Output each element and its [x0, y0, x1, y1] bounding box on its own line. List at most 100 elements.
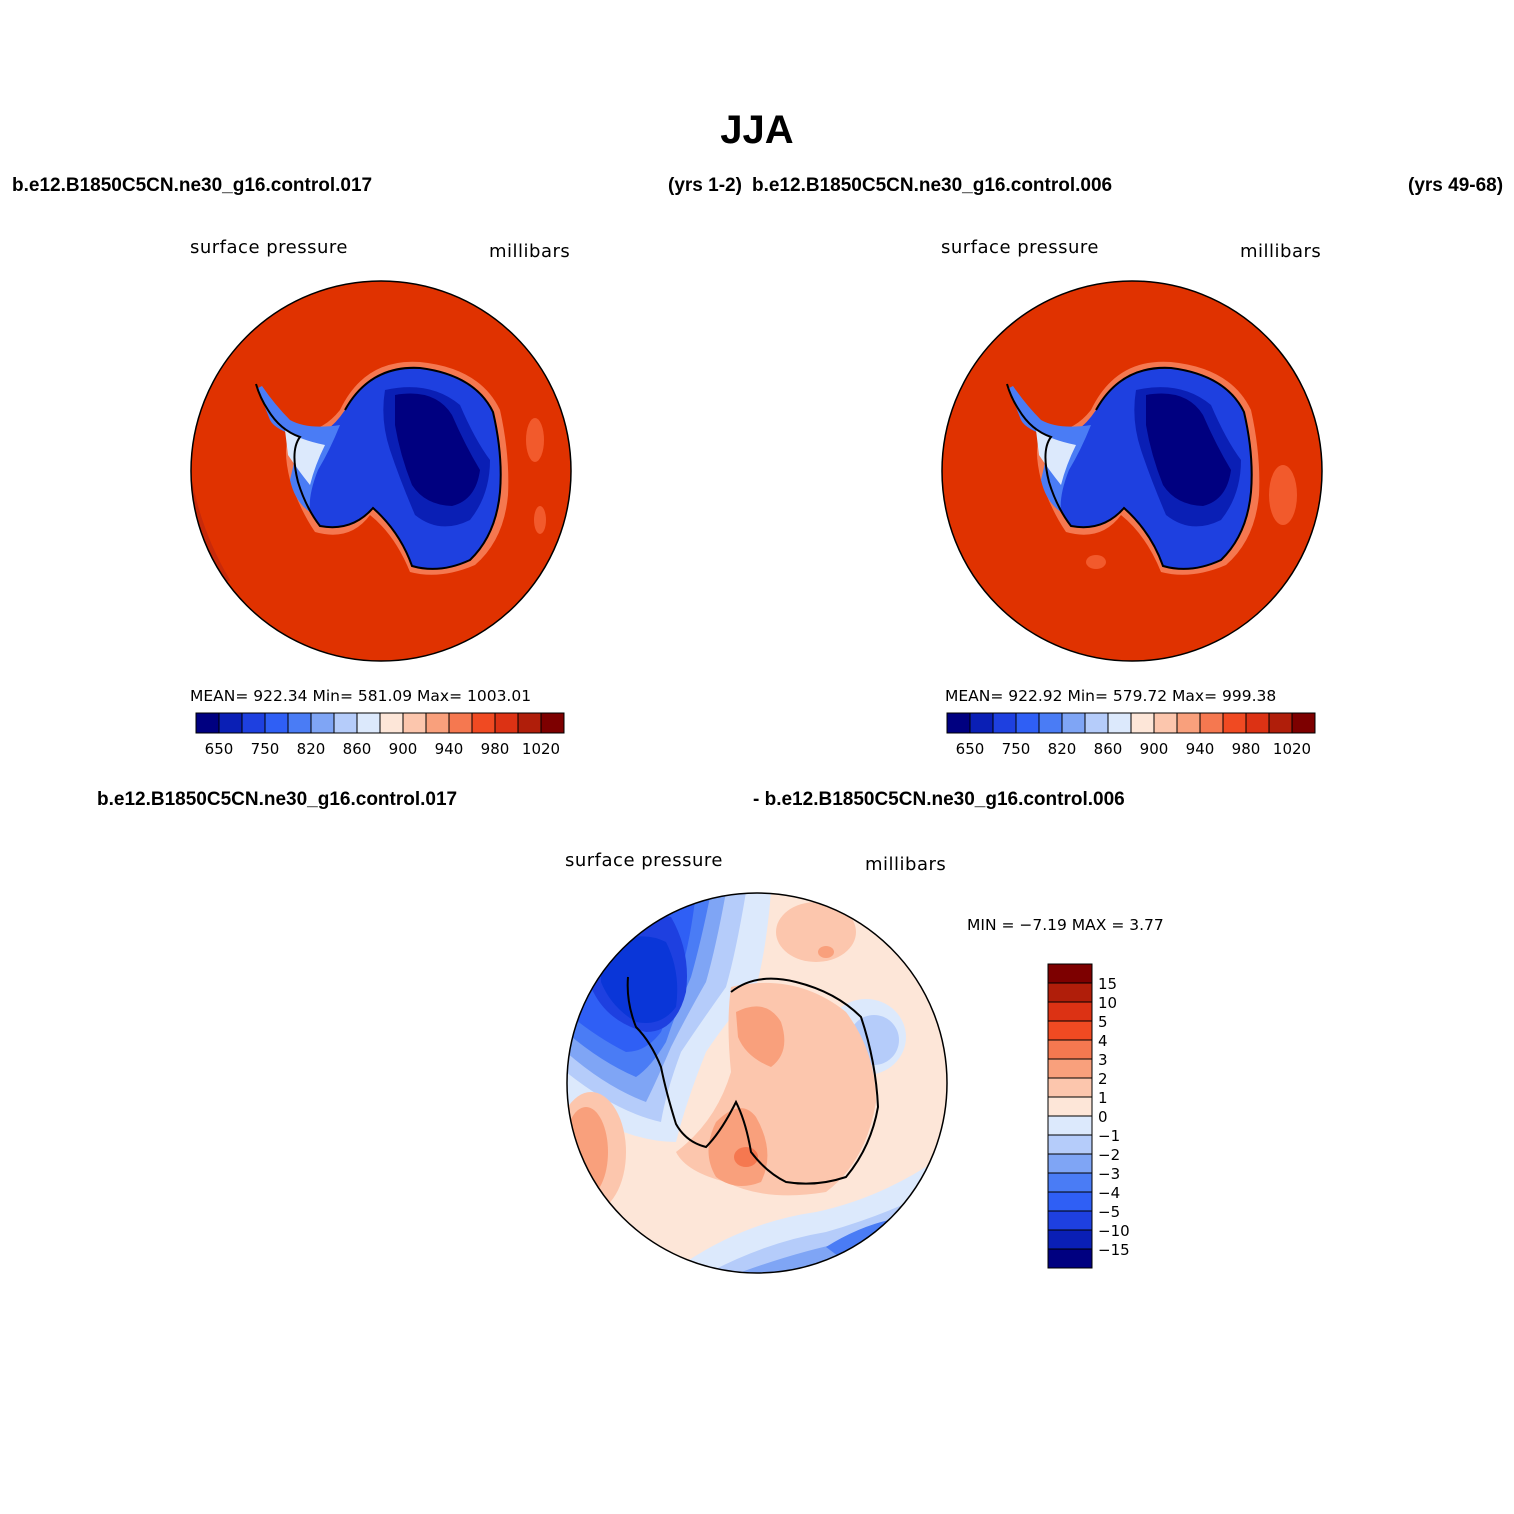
- colorbar-swatch: [1291, 712, 1316, 734]
- colorbar-tick-label: 650: [956, 740, 985, 758]
- colorbar-swatch: [1047, 982, 1093, 1003]
- colorbar-swatch: [1268, 712, 1293, 734]
- colorbar-tick-label: 2: [1098, 1070, 1108, 1088]
- colorbar-tick-label: 820: [1048, 740, 1077, 758]
- case-b-years: (yrs 49-68): [1408, 175, 1504, 196]
- colorbar-swatch: [1047, 1191, 1093, 1212]
- peninsula-light: [285, 430, 325, 485]
- colorbar-tick-label: 860: [343, 740, 372, 758]
- colorbar-swatch: [1047, 1096, 1093, 1117]
- colorbar-tick-label: 1: [1098, 1089, 1108, 1107]
- colorbar-swatch: [1130, 712, 1155, 734]
- panel1-colorbar: 650 750 820 860 900 940 980 1020: [195, 712, 565, 758]
- colorbar-swatch: [1084, 712, 1109, 734]
- colorbar-swatch: [1038, 712, 1063, 734]
- panel3-units: millibars: [865, 854, 947, 875]
- panel1-units: millibars: [489, 241, 571, 262]
- colorbar-swatch: [1047, 1058, 1093, 1079]
- colorbar-tick-label: 820: [297, 740, 326, 758]
- plateau-core: [1146, 393, 1231, 506]
- map-border: [941, 280, 1323, 662]
- colorbar-tick-label: 980: [1232, 740, 1261, 758]
- colorbar-tick-label: 750: [251, 740, 280, 758]
- case-b-title: b.e12.B1850C5CN.ne30_g16.control.006: [752, 175, 1113, 196]
- colorbar-swatch: [264, 712, 289, 734]
- colorbar-swatch: [333, 712, 358, 734]
- colorbar-swatch: [1047, 1248, 1093, 1269]
- plateau-core: [395, 393, 480, 506]
- figure-title: JJA: [720, 108, 794, 152]
- panel1-stats: MEAN= 922.34 Min= 581.09 Max= 1003.01: [190, 687, 532, 705]
- panel2-colorbar: 650 750 820 860 900 940 980 1020: [946, 712, 1316, 758]
- colorbar-swatch: [1107, 712, 1132, 734]
- case-a-title: b.e12.B1850C5CN.ne30_g16.control.017: [12, 175, 373, 196]
- panel3-polar-map: [566, 892, 948, 1274]
- panel2-polar-map: [941, 280, 1323, 662]
- map-border: [190, 280, 572, 662]
- colorbar-swatch: [1047, 1229, 1093, 1250]
- colorbar-swatch: [379, 712, 404, 734]
- panel3-variable: surface pressure: [565, 850, 723, 871]
- anomaly-patch: [1269, 465, 1297, 525]
- colorbar-swatch: [1047, 1115, 1093, 1136]
- positive-region: [818, 946, 834, 958]
- colorbar-tick-label: 860: [1094, 740, 1123, 758]
- colorbar-tick-label: 4: [1098, 1032, 1108, 1050]
- colorbar-swatch: [310, 712, 335, 734]
- colorbar-swatch: [969, 712, 994, 734]
- colorbar-swatch: [1047, 1039, 1093, 1060]
- colorbar-tick-label: −2: [1098, 1146, 1120, 1164]
- panel2-units: millibars: [1240, 241, 1322, 262]
- anomaly-patch: [534, 506, 546, 534]
- diff-title-b: - b.e12.B1850C5CN.ne30_g16.control.006: [753, 789, 1125, 810]
- panel2-stats: MEAN= 922.92 Min= 579.72 Max= 999.38: [945, 687, 1277, 705]
- colorbar-swatch: [218, 712, 243, 734]
- anomaly-patch: [1086, 555, 1106, 569]
- colorbar-swatch: [195, 712, 220, 734]
- colorbar-swatch: [425, 712, 450, 734]
- negative-region: [601, 936, 678, 1023]
- colorbar-tick-label: 650: [205, 740, 234, 758]
- colorbar-tick-label: 0: [1098, 1108, 1108, 1126]
- colorbar-swatch: [241, 712, 266, 734]
- colorbar-tick-label: −15: [1098, 1241, 1130, 1259]
- colorbar-swatch: [448, 712, 473, 734]
- peninsula-light: [1036, 430, 1076, 485]
- colorbar-swatch: [471, 712, 496, 734]
- colorbar-swatch: [1047, 1001, 1093, 1022]
- colorbar-swatch: [494, 712, 519, 734]
- coastline: [255, 366, 502, 570]
- positive-region: [708, 1108, 768, 1186]
- colorbar-tick-label: −10: [1098, 1222, 1130, 1240]
- panel2-variable: surface pressure: [941, 237, 1099, 258]
- colorbar-swatch: [540, 712, 565, 734]
- colorbar-swatch: [1047, 1172, 1093, 1193]
- colorbar-tick-label: 1020: [1273, 740, 1311, 758]
- colorbar-swatch: [1222, 712, 1247, 734]
- colorbar-swatch: [1047, 1210, 1093, 1231]
- colorbar-tick-label: 900: [1140, 740, 1169, 758]
- colorbar-swatch: [1047, 963, 1093, 984]
- diff-title-a: b.e12.B1850C5CN.ne30_g16.control.017: [97, 789, 458, 810]
- colorbar-swatch: [992, 712, 1017, 734]
- colorbar-swatch: [946, 712, 971, 734]
- colorbar-tick-label: −3: [1098, 1165, 1120, 1183]
- colorbar-swatch: [1047, 1153, 1093, 1174]
- colorbar-tick-label: 940: [435, 740, 464, 758]
- colorbar-swatch: [1047, 1077, 1093, 1098]
- panel1-variable: surface pressure: [190, 237, 348, 258]
- coastline: [1006, 366, 1253, 570]
- colorbar-tick-label: −4: [1098, 1184, 1120, 1202]
- colorbar-swatch: [1015, 712, 1040, 734]
- colorbar-swatch: [1176, 712, 1201, 734]
- map-border: [566, 892, 948, 1274]
- colorbar-tick-label: 900: [389, 740, 418, 758]
- colorbar-swatch: [1061, 712, 1086, 734]
- panel3-stats: MIN = −7.19 MAX = 3.77: [967, 916, 1164, 934]
- colorbar-tick-label: 750: [1002, 740, 1031, 758]
- positive-region: [736, 1006, 785, 1067]
- colorbar-swatch: [402, 712, 427, 734]
- colorbar-swatch: [287, 712, 312, 734]
- colorbar-tick-label: 10: [1098, 994, 1117, 1012]
